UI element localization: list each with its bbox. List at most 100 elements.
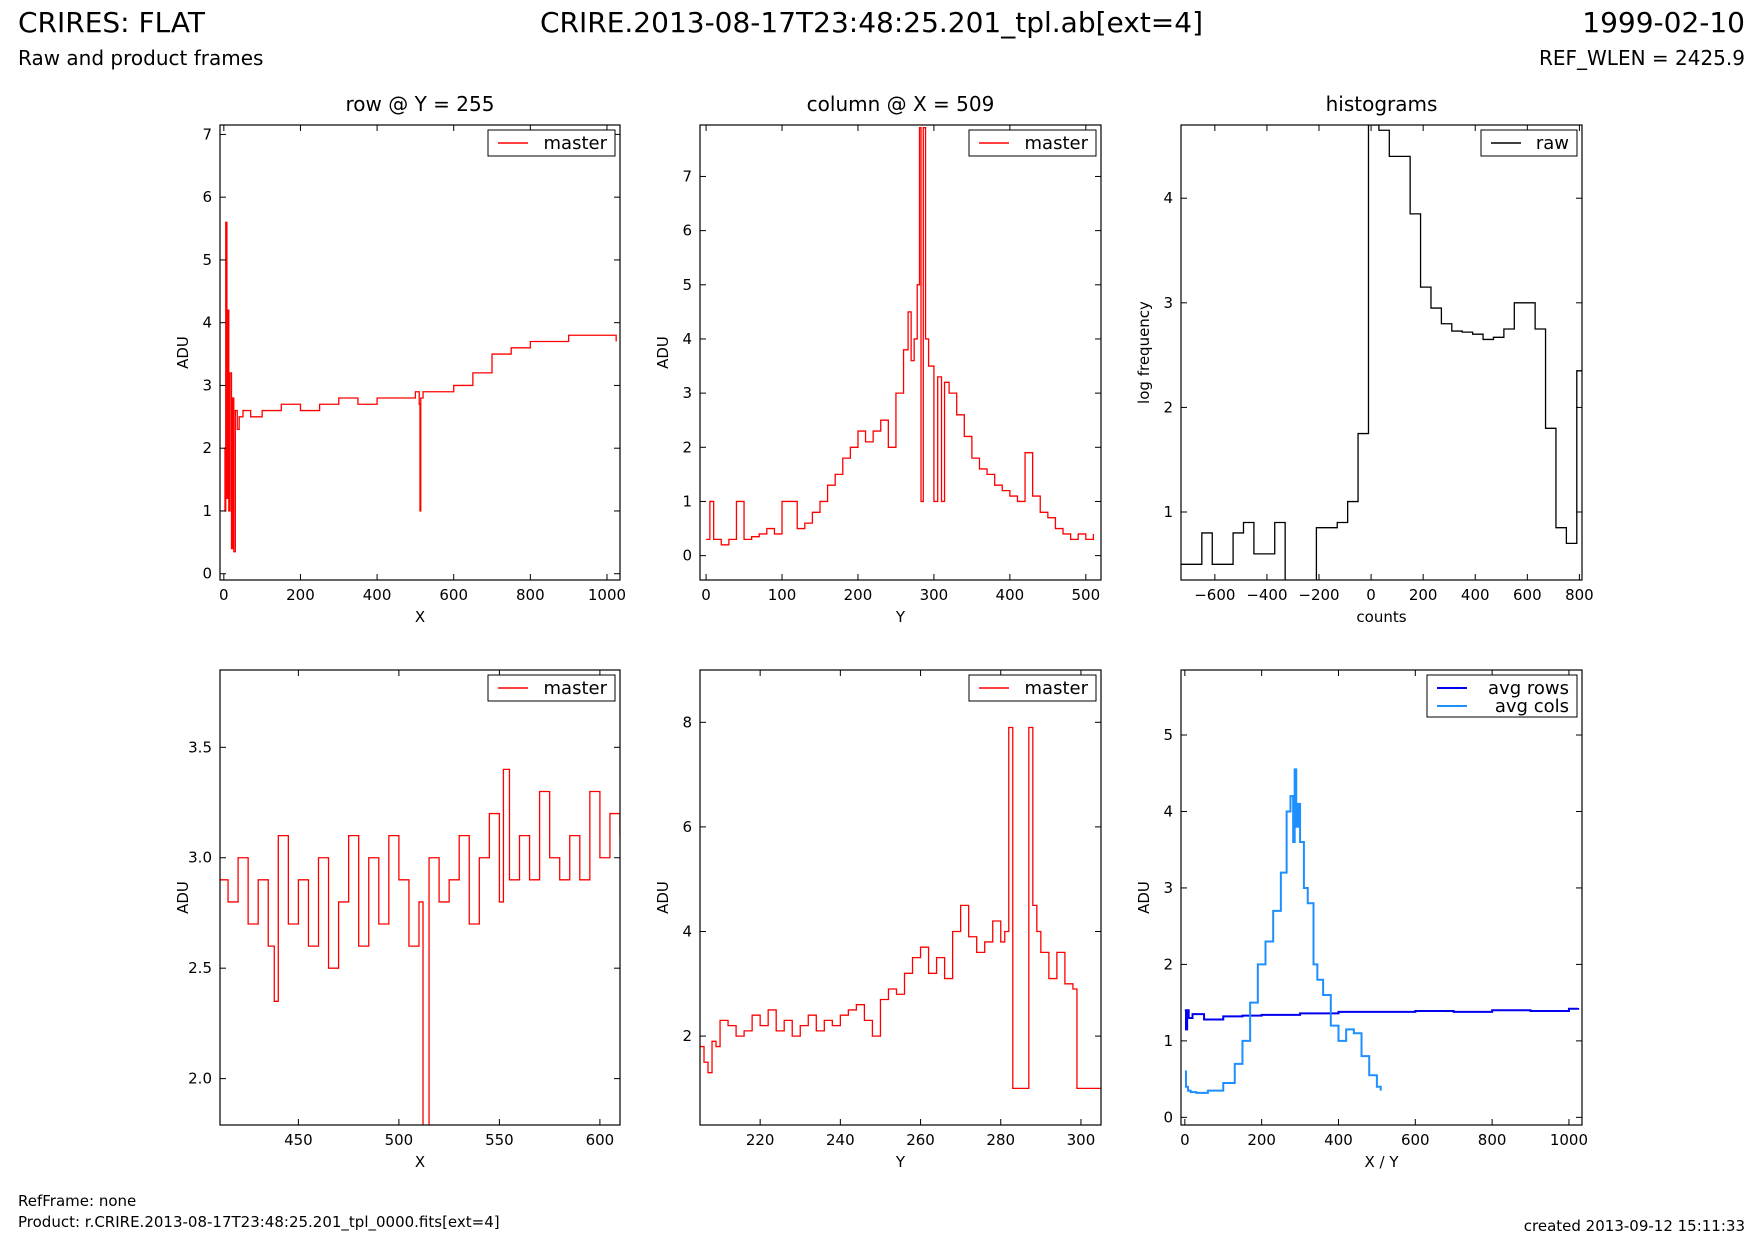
created-timestamp: created 2013-09-12 15:11:33 [1523,1217,1745,1235]
legend-label: master [544,678,608,699]
x-tick-label: 100 [768,586,797,604]
x-tick-label: 600 [1401,1131,1430,1149]
x-tick-label: 600 [1513,586,1542,604]
x-tick-label: 240 [826,1131,855,1149]
y-axis-label: ADU [1135,881,1153,914]
plot-frame [699,669,1102,1126]
y-tick-label: 6 [682,222,692,240]
y-tick-label: 3 [1163,879,1173,897]
series-line-avg-0 [1184,1007,1580,1031]
series-line-row-0 [223,221,617,553]
y-tick-label: 3 [1163,294,1173,312]
series-line-hist-0 [1181,125,1582,580]
y-tick-label: 5 [202,251,212,269]
x-tick-label: 200 [1409,586,1438,604]
x-tick-label: −400 [1246,586,1287,604]
x-axis-label: counts [1356,608,1406,626]
x-axis-label: X / Y [1364,1153,1399,1171]
chart-col: 0 100 200 300 400 500 0 1 2 3 4 5 6 7 column @ X = 509… [654,92,1102,626]
y-tick-label: 5 [1163,726,1173,744]
y-tick-label: 6 [682,818,692,836]
plot-title: column @ X = 509 [807,92,995,116]
x-tick-label: 550 [485,1131,514,1149]
y-tick-label: 0 [202,565,212,583]
y-tick-label: 0 [682,547,692,565]
x-tick-label: 300 [1067,1131,1096,1149]
plot-frame [699,124,1102,581]
y-axis-label: ADU [174,336,192,369]
plot-frame [1180,669,1583,1126]
x-tick-label: 0 [1366,586,1376,604]
legend-label: master [544,133,608,154]
y-tick-label: 1 [1163,503,1173,521]
legend: master [968,674,1097,702]
y-axis-label: ADU [654,336,672,369]
x-tick-label: 800 [1478,1131,1507,1149]
y-tick-label: 2.5 [188,959,212,977]
x-tick-label: 200 [844,586,873,604]
x-tick-label: 400 [1461,586,1490,604]
x-tick-label: 200 [286,586,315,604]
y-tick-label: 2 [682,438,692,456]
legend-box [1426,674,1578,718]
ref-frame-label: RefFrame: none [18,1192,137,1210]
x-tick-label: 300 [920,586,949,604]
x-tick-label: 1000 [588,586,626,604]
y-tick-label: 0 [1163,1108,1173,1126]
x-tick-label: −200 [1298,586,1339,604]
y-axis-label: log frequency [1135,301,1153,404]
legend: master [487,674,616,702]
x-tick-label: 600 [439,586,468,604]
x-tick-label: −600 [1194,586,1235,604]
legend-box [487,674,616,702]
legend-label: master [1025,678,1089,699]
ref-wavelength: REF_WLEN = 2425.9 [1538,46,1745,70]
chart-row: 0 200 400 600 800 1000 0 1 2 3 4 5 6 7 row @ Y = 255 X A… [174,92,626,626]
y-tick-label: 1 [682,492,692,510]
x-tick-label: 220 [746,1131,775,1149]
y-tick-label: 5 [682,276,692,294]
y-tick-label: 1 [1163,1032,1173,1050]
y-tick-label: 6 [202,188,212,206]
x-tick-label: 400 [1324,1131,1353,1149]
legend-label: avg rows [1488,678,1569,699]
plot-frame [219,669,621,1126]
y-tick-label: 3.5 [188,738,212,756]
y-tick-label: 2 [682,1027,692,1045]
file-name-title: CRIRE.2013-08-17T23:48:25.201_tpl.ab[ext… [540,6,1204,39]
y-tick-label: 4 [682,330,692,348]
legend-label: raw [1536,133,1569,154]
legend-label: avg cols [1495,696,1569,717]
plot-frame [1180,124,1583,581]
x-axis-label: Y [895,1153,906,1171]
y-tick-label: 7 [202,125,212,143]
plot-title: row @ Y = 255 [346,92,495,116]
y-tick-label: 8 [682,713,692,731]
chart-rowzoom: 450 500 550 600 2.0 2.5 3.0 3.5 X ADU master [174,669,621,1171]
date-title: 1999-02-10 [1582,6,1745,39]
y-tick-label: 7 [682,167,692,185]
plot-title: histograms [1326,92,1438,116]
x-tick-label: 0 [1180,1131,1190,1149]
chart-avg: 0 200 400 600 800 1000 0 1 2 3 4 5 X / Y ADU avg rowsa… [1135,669,1588,1171]
x-axis-label: Y [895,608,906,626]
y-tick-label: 2 [202,439,212,457]
y-tick-label: 3 [682,384,692,402]
y-tick-label: 3 [202,376,212,394]
legend: raw [1480,129,1578,157]
y-tick-label: 2 [1163,398,1173,416]
y-tick-label: 4 [202,314,212,332]
series-line-colzoom-0 [700,726,1101,1090]
chart-hist: −600 −400 −200 0 200 400 600 800 1 2 3 4 histograms c… [1135,92,1594,626]
y-tick-label: 1 [202,502,212,520]
chart-colzoom: 220 240 260 280 300 2 4 6 8 Y ADU master [654,669,1102,1171]
y-tick-label: 3.0 [188,849,212,867]
x-tick-label: 500 [1071,586,1100,604]
y-axis-label: ADU [174,881,192,914]
y-tick-label: 4 [682,922,692,940]
y-tick-label: 4 [1163,189,1173,207]
x-tick-label: 800 [516,586,545,604]
x-tick-label: 450 [284,1131,313,1149]
x-tick-label: 0 [701,586,711,604]
